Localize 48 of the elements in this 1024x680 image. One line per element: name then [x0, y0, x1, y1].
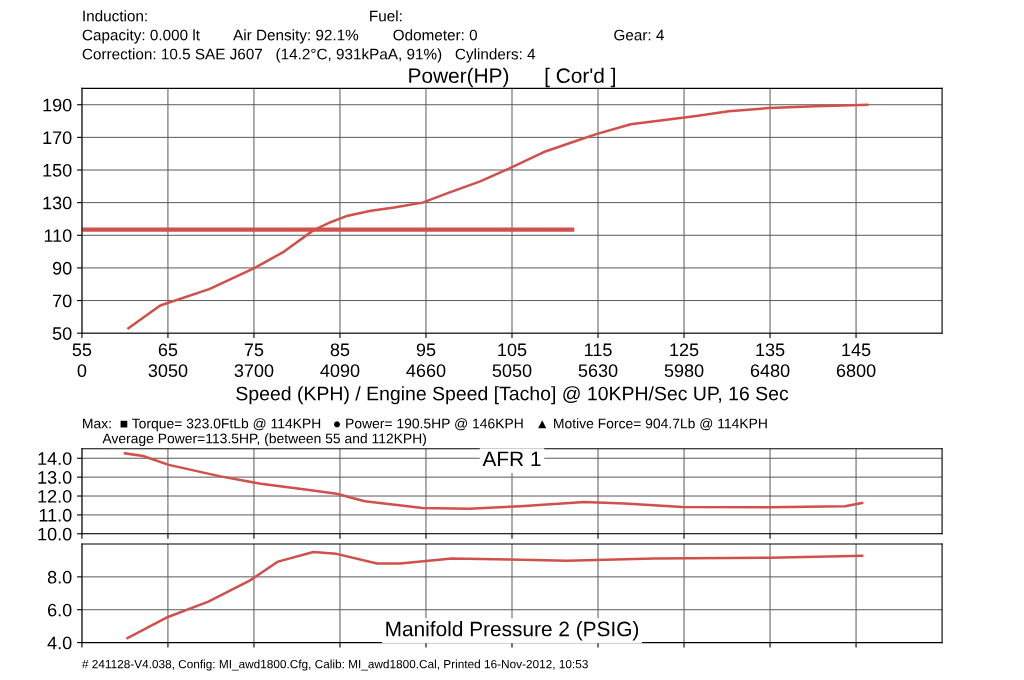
y-tick-label: 4.0	[47, 636, 72, 650]
y-tick-label: 130	[43, 196, 72, 210]
text: Correction: 10.5 SAE J607 (14.2°C, 931kPaA, 91%) Cylinders: 4	[82, 48, 536, 63]
y-tick-label: 10.0	[38, 527, 72, 541]
text: 5630	[578, 364, 618, 378]
y-tick-label: 170	[43, 131, 72, 145]
text: Manifold Pressure 2 (PSIG)	[386, 621, 639, 641]
y-tick-label: 150	[43, 163, 72, 177]
x-tick-label: 105	[498, 343, 527, 357]
text: 6480	[750, 364, 790, 378]
x-tick-label: 85	[330, 343, 350, 357]
text: Capacity: 0.000 lt Air Density: 92.1% Odometer: 0 Gear: 4	[82, 29, 664, 44]
chart-title: AFR 1	[482, 451, 541, 467]
y-tick-label: 8.0	[47, 570, 72, 584]
line-series	[123, 452, 864, 510]
y-tick-label: 90	[52, 261, 72, 275]
text: 4660	[406, 364, 446, 378]
line-series	[126, 550, 864, 640]
x-axis-title: Speed (KPH) / Engine Speed [Tacho] @ 10KPH/Sec UP, 16 Sec	[236, 386, 789, 405]
x-tick-label: 75	[244, 343, 264, 357]
y-tick-label: 6.0	[48, 603, 72, 617]
text: # 241128-V4.038, Config: MI_awd1800.Cfg, Calib: MI_awd1800.Cal, Printed 16-Nov-2012, 10:53	[81, 659, 588, 671]
y-tick-label: 190	[43, 98, 72, 112]
y-tick-label: 50	[52, 327, 72, 340]
text: 3050	[148, 364, 188, 378]
chart-title: Power(HP) [ Cor'd ]	[409, 67, 615, 88]
x-tick-label: 145	[842, 343, 871, 357]
y-tick-label: 11.0	[39, 508, 72, 522]
text: 5980	[664, 364, 704, 378]
x-tick-label: 55	[72, 343, 92, 357]
text: 4090	[320, 364, 360, 378]
text: Average Power=113.5HP, (between 55 and 112KPH)	[102, 433, 426, 447]
text: 3700	[234, 364, 274, 378]
text: Max: ■ Torque= 323.0FtLb @ 114KPH ● Power= 190.5HP @ 146KPH ▲ Motive Force= 904.7Lb @ 114KPH	[83, 418, 767, 432]
y-tick-label: 110	[44, 229, 72, 242]
x-tick-label: 95	[416, 343, 436, 357]
y-tick-label: 12.0	[38, 489, 72, 503]
y-tick-label: 14.0	[38, 452, 72, 465]
text: 6800	[836, 364, 876, 378]
text: Induction: Fuel:	[83, 10, 402, 22]
text: 5050	[492, 364, 532, 378]
x-tick-label: 125	[670, 343, 699, 357]
y-tick-label: 70	[53, 294, 72, 308]
y-tick-label: 13.0	[38, 471, 72, 484]
x-tick-label: 135	[756, 343, 785, 357]
x-tick-label: 115	[585, 343, 612, 357]
x-tick-label: 65	[158, 343, 178, 357]
text: 0	[77, 364, 87, 378]
